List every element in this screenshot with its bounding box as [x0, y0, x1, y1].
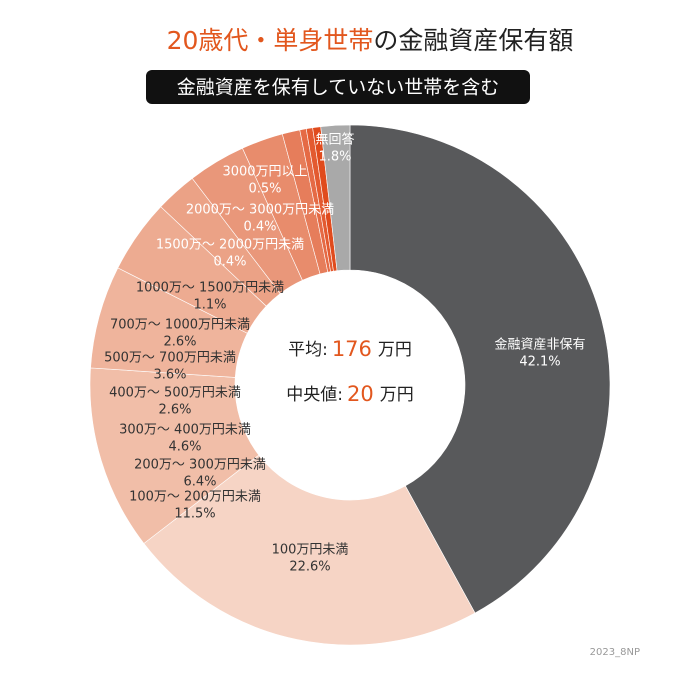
chart-title: 20歳代・単身世帯の金融資産保有額 [167, 26, 574, 55]
value-label: 1.1% [193, 298, 226, 313]
annotation: 中央値: 20 万円 [286, 382, 413, 406]
value-label: 22.6% [289, 560, 330, 575]
slice-label: 無回答 [315, 132, 354, 148]
slice-label: 2000万～ 3000万円未満 [186, 203, 334, 218]
value-label: 4.6% [168, 440, 201, 455]
slice-label: 100万円未満 [272, 543, 349, 558]
value-label: 11.5% [174, 507, 215, 522]
source: 2023_8NP [590, 647, 640, 658]
annotation-label: 平均: [288, 340, 328, 360]
slice-label: 500万～ 700万円未満 [104, 351, 236, 366]
annotation-value: 20 [347, 382, 374, 406]
subtitle-box [146, 70, 530, 104]
slice-label: 200万～ 300万円未満 [134, 458, 266, 473]
annotation-unit: 万円 [378, 340, 412, 360]
subtitle: 金融資産を保有していない世帯を含む [177, 77, 499, 99]
value-label: 0.5% [248, 182, 281, 197]
value-label: 42.1% [519, 355, 560, 370]
annotation: 平均: 176 万円 [288, 337, 412, 361]
slice-label: 1500万～ 2000万円未満 [156, 238, 304, 253]
value-label: 6.4% [183, 475, 216, 490]
value-label: 0.4% [243, 220, 276, 235]
slice-label: 300万～ 400万円未満 [119, 423, 251, 438]
slice [143, 454, 476, 646]
value-label: 2.6% [163, 335, 196, 350]
slice-label: 100万～ 200万円未満 [129, 490, 261, 505]
slice-label: 金融資産非保有 [494, 337, 585, 353]
title-rest: の金融資産保有額 [373, 26, 573, 55]
slice-label: 3000万円以上 [222, 165, 307, 180]
slice-label: 700万～ 1000万円未満 [110, 318, 250, 333]
slices [89, 124, 611, 646]
value-label: 3.6% [153, 368, 186, 383]
title-highlight: 20歳代・単身世帯 [167, 26, 374, 55]
slice [349, 124, 611, 614]
value-label: 0.4% [213, 255, 246, 270]
slice-label: 1000万～ 1500万円未満 [136, 281, 284, 296]
value-label: 2.6% [158, 403, 191, 418]
annotation-value: 176 [332, 337, 372, 361]
slice [320, 124, 351, 272]
slice-label: 400万～ 500万円未満 [109, 386, 241, 401]
annotation-label: 中央値: [286, 385, 343, 405]
annotation-unit: 万円 [380, 385, 414, 405]
value-label: 1.8% [318, 150, 351, 165]
